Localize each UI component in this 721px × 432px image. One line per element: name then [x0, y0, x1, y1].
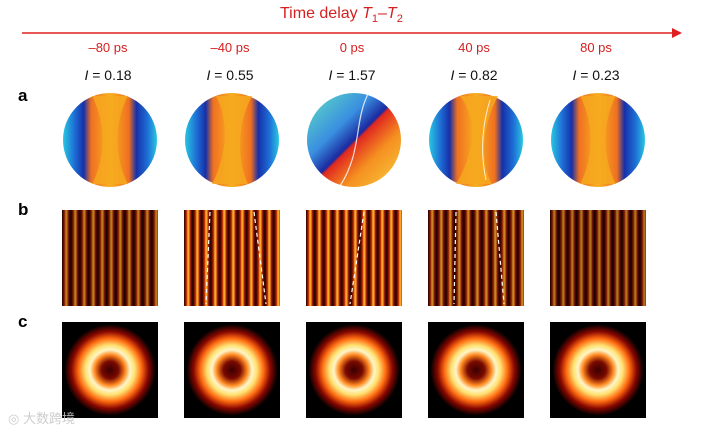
intensity-profile-1: [62, 322, 158, 418]
intensity-label-5: I = 0.23: [572, 67, 620, 83]
intensity-profile-3: [306, 322, 402, 418]
fringe-pattern-2: [184, 210, 280, 306]
intensity-label-3: I = 1.57: [328, 67, 376, 83]
row-label-c: c: [18, 312, 28, 331]
fringe-pattern-1: [62, 210, 158, 306]
row-label-b: b: [18, 200, 29, 219]
watermark-text: 大数跨境: [22, 411, 75, 426]
time-delay-title: Time delay T1–T2: [280, 5, 403, 26]
phase-map-2: [185, 93, 279, 187]
intensity-label-4: I = 0.82: [450, 67, 498, 83]
delay-label-1: –80 ps: [88, 40, 128, 55]
phase-map-5: [551, 93, 645, 187]
phase-map-4: [429, 93, 523, 187]
intensity-label-2: I = 0.55: [206, 67, 254, 83]
row-label-a: a: [18, 86, 28, 105]
delay-label-3: 0 ps: [339, 40, 365, 55]
intensity-label-1: I = 0.18: [84, 67, 132, 83]
delay-label-5: 80 ps: [580, 40, 612, 55]
phase-map-1: [63, 93, 157, 187]
phase-map-3: [307, 93, 401, 187]
intensity-profile-5: [550, 322, 646, 418]
watermark: ◎ 大数跨境: [8, 408, 75, 427]
delay-label-2: –40 ps: [210, 40, 250, 55]
fringe-pattern-4: [428, 210, 524, 306]
fringe-pattern-3: [306, 210, 402, 306]
time-delay-arrow: [22, 28, 682, 38]
delay-label-4: 40 ps: [458, 40, 490, 55]
fringe-pattern-5: [550, 210, 646, 306]
watermark-logo-icon: ◎: [8, 411, 20, 426]
intensity-profile-4: [428, 322, 524, 418]
intensity-profile-2: [184, 322, 280, 418]
time-delay-title-text: Time delay: [280, 5, 363, 22]
